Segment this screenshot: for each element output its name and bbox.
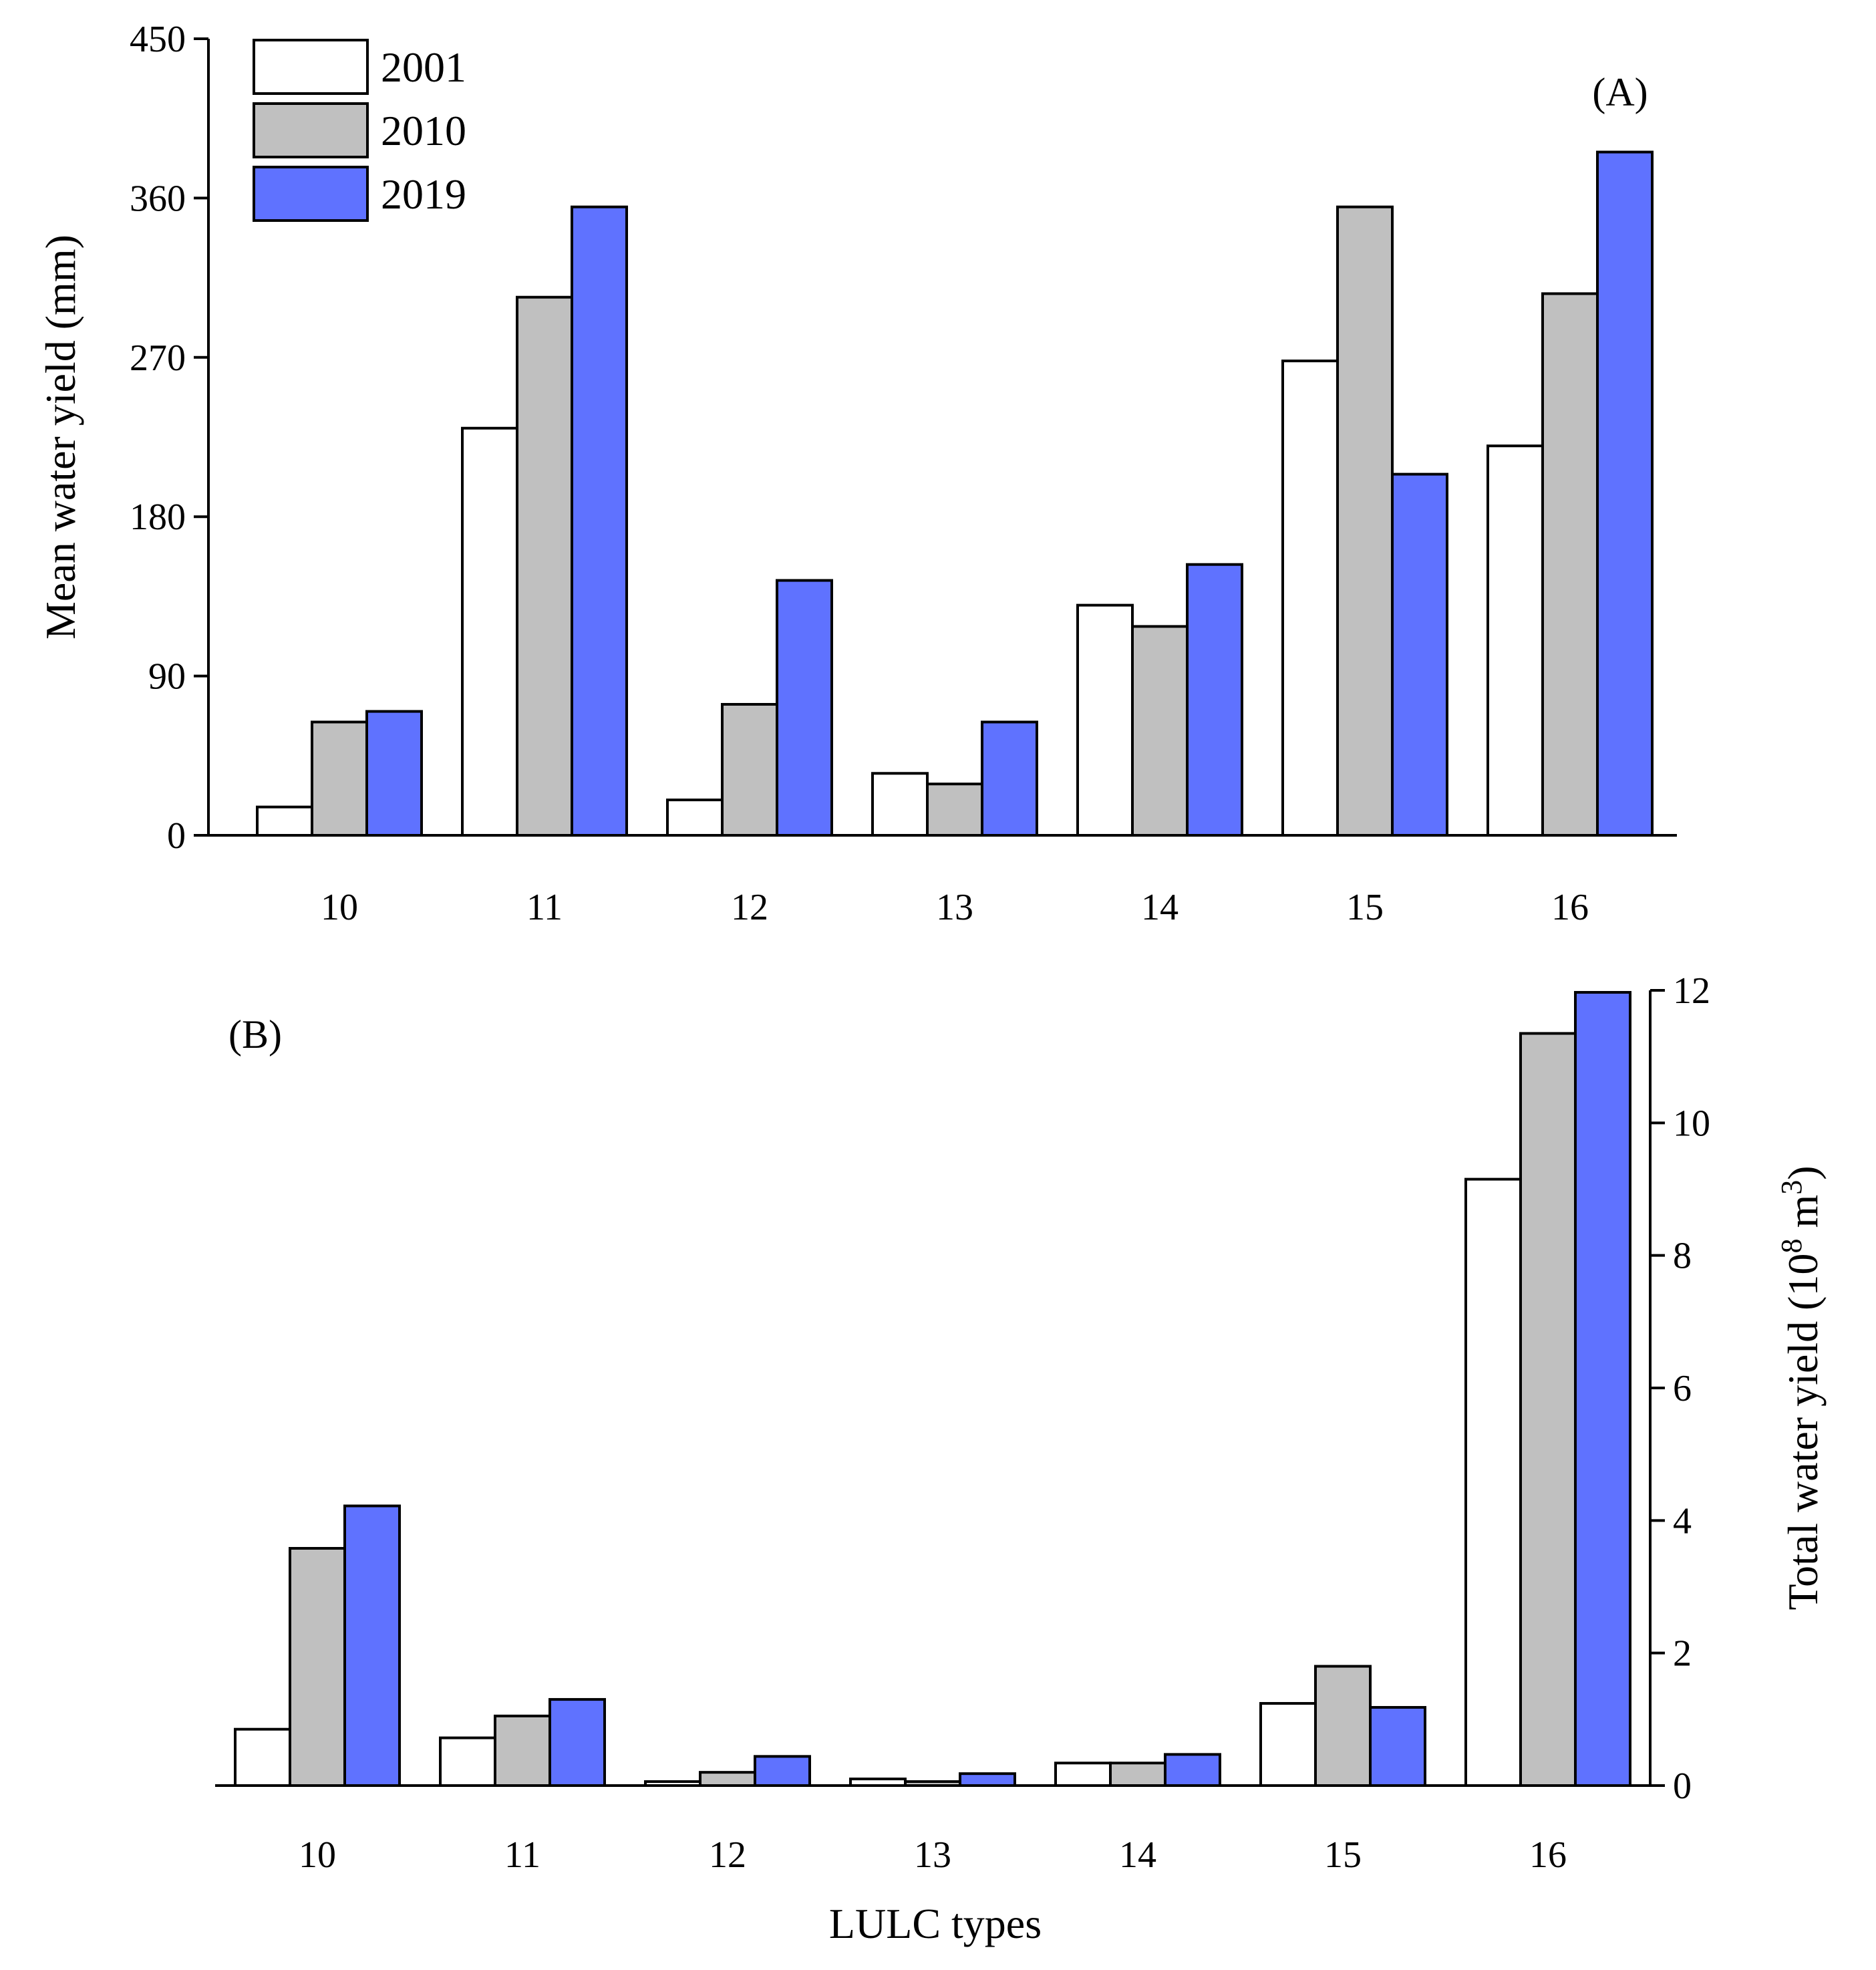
- panel-a-bars: [256, 150, 1654, 837]
- panel-b-bar-11-2010: [494, 1714, 551, 1787]
- panel-b-x-tick-label-12: 12: [709, 1834, 746, 1876]
- panel-a-x-tick-label-16: 16: [1551, 887, 1589, 928]
- panel-a-bar-12-2001: [666, 799, 724, 837]
- legend-swatch-2010: [253, 102, 369, 158]
- panel-a-x-tick-label-10: 10: [321, 887, 358, 928]
- panel-b-bar-11-2001: [439, 1736, 496, 1788]
- panel-a-bar-16-2010: [1541, 292, 1599, 837]
- legend-swatch-2001: [253, 39, 369, 95]
- panel-b-y-tick-label-12: 12: [1673, 970, 1710, 1012]
- panel-b-y-title-exp2: 3: [1775, 1180, 1808, 1195]
- panel-a-bar-12-2019: [776, 579, 833, 837]
- panel-a-bar-15-2019: [1391, 472, 1448, 837]
- panel-b-y-ticks: 0 2 4 6 8 10 12: [1650, 970, 1710, 1807]
- panel-a-bar-12-2010: [721, 702, 778, 837]
- panel-b-bar-15-2001: [1259, 1702, 1317, 1788]
- panel-b-y-title-exp1: 8: [1775, 1239, 1808, 1254]
- panel-a-y-tick-label-360: 360: [130, 178, 186, 219]
- panel-a-bar-16-2019: [1596, 150, 1654, 837]
- panel-b-x-tick-label-16: 16: [1529, 1834, 1567, 1876]
- panel-a-y-tick-label-0: 0: [167, 815, 186, 857]
- legend: 2001 2010 2019: [253, 39, 466, 222]
- panel-a-bar-14-2010: [1131, 625, 1189, 837]
- panel-b-bar-15-2019: [1369, 1705, 1426, 1788]
- panel-b-bar-14-2001: [1054, 1762, 1112, 1788]
- panel-a-bar-11-2001: [461, 426, 518, 837]
- panel-a-label: (A): [1592, 70, 1648, 114]
- panel-b-x-tick-label-13: 13: [914, 1834, 951, 1876]
- panel-b-x-tick-label-14: 14: [1119, 1834, 1156, 1876]
- panel-a-x-tick-label-13: 13: [936, 887, 973, 928]
- panel-b-y-title-mid: m: [1779, 1195, 1827, 1239]
- panel-b-bar-12-2019: [754, 1755, 811, 1788]
- panel-b-bar-16-2019: [1574, 990, 1631, 1787]
- panel-a-y-tick-label-180: 180: [130, 497, 186, 538]
- panel-a-y-axis-title: Mean water yield (mm): [37, 235, 84, 640]
- panel-a-x-ticks: 10 11 12 13 14 15 16: [321, 887, 1589, 928]
- panel-b-y-tick-label-8: 8: [1673, 1236, 1692, 1277]
- panel-b-bar-11-2019: [549, 1698, 606, 1787]
- panel-b-y-tick-label-6: 6: [1673, 1368, 1692, 1409]
- panel-a-bar-10-2001: [256, 805, 313, 837]
- panel-b-bar-14-2019: [1164, 1753, 1221, 1787]
- panel-a-x-tick-label-12: 12: [731, 887, 768, 928]
- panel-b-x-ticks: 10 11 12 13 14 15 16: [299, 1834, 1567, 1876]
- panel-b-label: (B): [228, 1012, 282, 1057]
- panel-b-y-title-end: ): [1779, 1165, 1827, 1179]
- panel-a-bar-15-2001: [1281, 360, 1339, 837]
- panel-b-bar-10-2019: [343, 1504, 401, 1787]
- panel-a-bar-13-2019: [981, 720, 1038, 837]
- panel-b-bar-13-2019: [959, 1772, 1016, 1787]
- panel-a-bar-10-2010: [311, 720, 368, 837]
- panel-a-x-tick-label-11: 11: [526, 887, 563, 928]
- panel-b-bar-16-2001: [1464, 1177, 1522, 1787]
- panel-b-x-tick-label-10: 10: [299, 1834, 336, 1876]
- panel-b-bar-10-2001: [234, 1727, 291, 1787]
- panel-b-y-tick-label-2: 2: [1673, 1633, 1692, 1675]
- panel-a-bar-14-2019: [1186, 563, 1243, 837]
- panel-a-y-tick-label-90: 90: [148, 656, 186, 698]
- panel-a-y-tick-label-450: 450: [130, 19, 186, 60]
- panel-a-bar-16-2001: [1487, 444, 1544, 837]
- legend-label-2010: 2010: [381, 107, 466, 154]
- panel-b-bar-14-2010: [1109, 1762, 1166, 1788]
- panel-a-x-tick-label-14: 14: [1141, 887, 1179, 928]
- panel-b-x-axis-title: LULC types: [829, 1900, 1042, 1947]
- panel-b-x-tick-label-11: 11: [504, 1834, 540, 1876]
- panel-b-y-title-main: Total water yield (10: [1779, 1254, 1827, 1610]
- panel-b-bar-15-2010: [1314, 1665, 1372, 1787]
- panel-b-bar-10-2010: [289, 1546, 346, 1788]
- panel-a-bar-10-2019: [365, 710, 423, 837]
- panel-b-bars: [234, 990, 1631, 1788]
- panel-b-x-tick-label-15: 15: [1324, 1834, 1362, 1876]
- panel-a-bar-13-2010: [926, 783, 983, 837]
- panel-a-bar-13-2001: [871, 772, 929, 837]
- panel-a-bar-15-2010: [1336, 205, 1394, 837]
- panel-b-y-tick-label-10: 10: [1673, 1103, 1710, 1144]
- panel-b-y-axis-title: Total water yield (108 m3): [1775, 1165, 1827, 1610]
- legend-label-2019: 2019: [381, 170, 466, 218]
- panel-a-x-tick-label-15: 15: [1346, 887, 1384, 928]
- panel-b-y-tick-label-0: 0: [1673, 1766, 1692, 1807]
- legend-label-2001: 2001: [381, 43, 466, 91]
- panel-b: 0 2 4 6 8 10 12 10 11 12 13 14 15 16 Total water yie…: [215, 970, 1827, 1947]
- panel-b-bar-12-2010: [699, 1771, 756, 1788]
- panel-a-y-tick-label-270: 270: [130, 337, 186, 379]
- panel-a: 0 90 180 270 360 450 10 11 12 13 14 15 16 Mean wate…: [37, 19, 1677, 928]
- panel-a-bar-11-2019: [571, 205, 628, 837]
- legend-swatch-2019: [253, 166, 369, 222]
- panel-b-bar-16-2010: [1519, 1032, 1577, 1787]
- panel-b-y-tick-label-4: 4: [1673, 1500, 1692, 1542]
- panel-a-bar-14-2001: [1076, 603, 1134, 837]
- panel-a-y-ticks: 0 90 180 270 360 450: [130, 19, 208, 857]
- panel-a-bar-11-2010: [516, 295, 573, 837]
